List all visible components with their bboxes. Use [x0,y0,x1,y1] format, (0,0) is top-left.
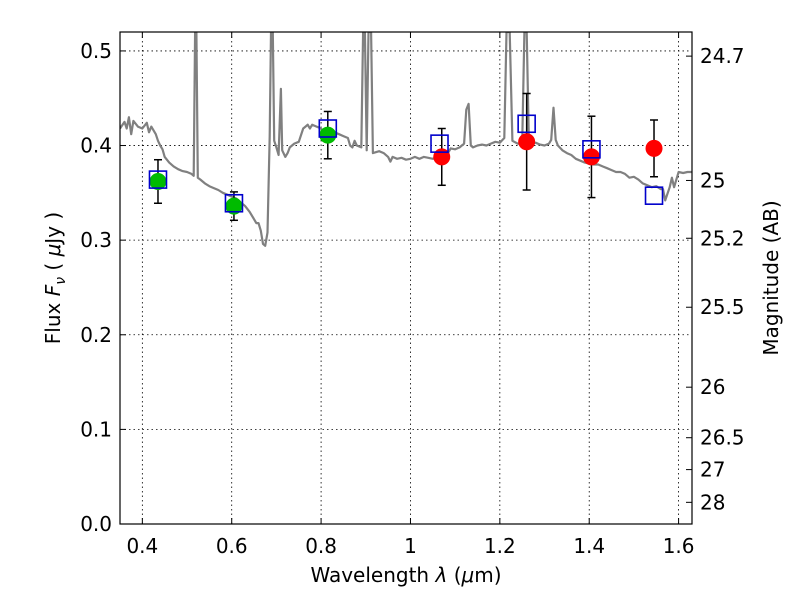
x-tick-label: 1.4 [573,534,605,558]
x-tick-label: 1 [404,534,417,558]
y2-axis-label: Magnitude (AB) [759,200,783,355]
y2-tick-label: 26 [700,375,725,399]
y-tick-label: 0.3 [80,228,112,252]
y-axis-label: Flux Fν ( μJy ) [41,212,69,344]
y2-tick-label: 25.5 [700,295,745,319]
data-point [149,172,167,190]
x-tick-label: 0.6 [216,534,248,558]
spectrum-line [120,32,692,247]
y2-tick-label: 25 [700,168,725,192]
data-point [582,148,600,166]
model-point [318,119,338,138]
data-point [518,133,536,151]
y2-tick-label: 26.5 [700,426,745,450]
x-axis-label: Wavelength λ (μm) [310,563,501,587]
model-point [644,186,664,205]
data-point [319,126,337,144]
y2-tick-label: 28 [700,490,725,514]
x-tick-label: 1.2 [484,534,516,558]
y-tick-label: 0.5 [80,39,112,63]
y-tick-label: 0.1 [80,417,112,441]
y-tick-label: 0.2 [80,323,112,347]
x-tick-label: 0.8 [305,534,337,558]
y2-tick-label: 25.2 [700,226,745,250]
plot-frame [119,31,693,525]
model-point [517,114,536,134]
model-point [430,134,449,153]
model-point [582,140,601,159]
model-point [148,170,168,189]
y-tick-label: 0.4 [80,134,112,158]
x-tick-label: 1.6 [663,534,695,558]
axis-ticks: 0.4 0.6 0.8 1 1.2 1.4 1.6 0.0 0.1 0.2 0.3 0.4 0.5 24.… [80,32,745,558]
y2-tick-label: 24.7 [700,44,745,68]
grid-lines [120,32,692,525]
data-point [645,139,663,157]
y-tick-label: 0.0 [80,512,112,536]
model-point [224,193,244,213]
y2-tick-label: 27 [700,458,725,482]
plot-series [120,32,692,247]
x-tick-label: 0.4 [126,534,158,558]
